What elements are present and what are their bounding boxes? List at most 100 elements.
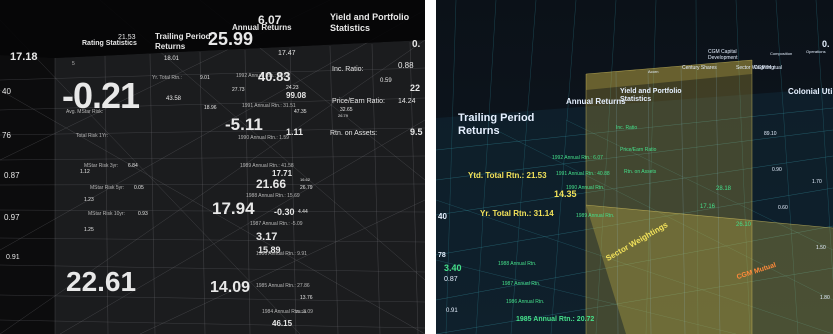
value-1-11: 1.11 [286, 127, 304, 137]
cgm-mutual-heading: CGM Mutual [754, 65, 783, 71]
rtn-assets-row-right: Rtn. on Assets [624, 169, 657, 175]
value-0-59: 0.59 [380, 78, 392, 84]
value-13-76: 13.76 [300, 295, 313, 301]
annual-row-1987: 1987 Annual Rtn.: -5.09 [250, 221, 303, 227]
price-earn-row-right: Price/Earn Ratio [620, 147, 657, 153]
value-0-dot: 0. [412, 39, 421, 50]
acorn-heading: Acorn [648, 69, 659, 74]
value-9-5: 9.5 [410, 127, 423, 137]
right-perspective-grid [436, 0, 833, 334]
operations-heading: Operations [806, 49, 826, 54]
annual-row-1985-right: 1985 Annual Rtn.: 20.72 [516, 316, 595, 323]
annual-row-1989-right: 1989 Annual Rtn. [576, 213, 615, 219]
value-0-90: 0.90 [772, 167, 782, 173]
value-14-24: 14.24 [398, 98, 416, 105]
avg-mstar-risk-label: Avg. MStar Risk: [66, 109, 104, 115]
value-17-18: 17.18 [10, 51, 38, 63]
value-4-44: 4.44 [298, 209, 308, 215]
value-9-01: 9.01 [200, 75, 210, 81]
value-17-94: 17.94 [212, 199, 255, 218]
left-visualization-panel: Rating Statistics Trailing Period Return… [0, 0, 425, 334]
annual-row-1985: 1985 Annual Rtn.: 27.86 [256, 283, 310, 289]
value-22-61: 22.61 [66, 266, 137, 297]
edge-value-3-40: 3.40 [444, 263, 462, 273]
value-24-23: 24.23 [286, 85, 299, 91]
annual-row-1991: 1991 Annual Rtn.: 31.51 [242, 103, 296, 109]
annual-row-1986: 1986 Annual Rtn.: 9.91 [256, 251, 307, 257]
annual-row-1990-right: 1990 Annual Rtn. [566, 185, 605, 191]
ytd-total-rtn-label: Yr. Total Rtn.: [152, 75, 182, 81]
annual-row-1989: 1989 Annual Rtn.: 41.58 [240, 163, 294, 169]
price-earn-label: Price/Earn Ratio: [332, 98, 385, 105]
value-43-58: 43.58 [166, 96, 182, 102]
rating-statistics-heading: Rating Statistics [82, 40, 137, 47]
panel-divider [425, 0, 436, 334]
annual-row-1991-right: 1991 Annual Rtn.: 40.88 [556, 171, 610, 177]
edge-value-40: 40 [2, 87, 11, 96]
value-neg-0-30: -0.30 [274, 207, 295, 217]
cgm-capital-heading: CGM Capital Development [708, 49, 738, 61]
trailing-period-returns-heading-right: Trailing Period Returns [458, 112, 535, 137]
value-27-73: 27.73 [232, 87, 245, 93]
edge-value-0-87-right: 0.87 [444, 276, 458, 283]
value-neg-5-11: -5.11 [225, 115, 263, 134]
inc-ratio-row-right: Inc. Ratio [616, 125, 638, 131]
value-5: 5 [72, 61, 75, 67]
annual-row-1992-right: 1992 Annual Rtn.: 6.07 [552, 155, 603, 161]
value-0-93: 0.93 [138, 211, 148, 217]
annual-returns-heading-right: Annual Returns [566, 97, 626, 106]
value-1-12: 1.12 [80, 169, 90, 175]
edge-value-0-97: 0.97 [4, 213, 20, 222]
value-1-25: 1.25 [84, 227, 94, 233]
edge-value-0-87: 0.87 [4, 171, 20, 180]
left-perspective-grid [0, 0, 425, 334]
value-17-47: 17.47 [278, 50, 296, 57]
annual-row-1986-right: 1986 Annual Rtn. [506, 299, 545, 305]
value-1-23: 1.23 [84, 197, 94, 203]
value-neg-0-21: -0.21 [62, 75, 140, 116]
value-21-53: 21.53 [118, 34, 136, 41]
annual-row-1984: 1984 Annual Rtn.: 3.09 [262, 309, 313, 315]
value-18-01: 18.01 [164, 56, 180, 62]
mstar-risk-5yr-label: MStar Risk 5yr: [90, 185, 125, 191]
value-89-10: 89.10 [764, 131, 777, 137]
value-40-83: 40.83 [258, 69, 291, 84]
annual-row-1990: 1990 Annual Rtn.: 1.59 [238, 135, 289, 141]
trailing-period-returns-heading: Trailing Period Returns [155, 32, 211, 51]
yield-portfolio-heading-right: Yield and Portfolio Statistics [620, 88, 682, 104]
value-0-60: 0.60 [778, 205, 788, 211]
right-visualization-panel: Trailing Period Returns Annual Returns Y… [436, 0, 833, 334]
value-46-15: 46.15 [272, 319, 293, 328]
annual-row-1992: 1992 Annual Rtn.: 26.69 [236, 73, 290, 79]
composition-heading: Composition [770, 51, 793, 56]
value-16-62: 16.62 [300, 177, 311, 182]
value-21-66: 21.66 [256, 177, 287, 191]
edge-value-0-91-right: 0.91 [446, 308, 458, 314]
value-3-17: 3.17 [256, 231, 278, 243]
yield-portfolio-heading: Yield and Portfolio Statistics [330, 12, 410, 33]
value-6-07: 6.07 [258, 13, 282, 27]
value-26-10: 26.10 [736, 222, 752, 228]
edge-value-0-91: 0.91 [6, 254, 20, 261]
value-22: 22 [410, 83, 421, 93]
value-0-88: 0.88 [398, 61, 414, 70]
edge-value-78-right: 78 [438, 252, 446, 259]
value-15-89: 15.89 [258, 245, 281, 255]
century-shares-heading: Century Shares [682, 65, 717, 71]
yr-total-value: 14.35 [554, 189, 577, 199]
annual-row-1987-right: 1987 Annual Rtn. [502, 281, 541, 287]
value-17-16: 17.16 [700, 204, 716, 210]
annual-row-1988-right: 1988 Annual Rtn. [498, 261, 537, 267]
colonial-utility-heading: Colonial Utilit [788, 87, 833, 96]
value-26-79: 26.79 [338, 113, 349, 118]
annual-returns-heading: Annual Returns [232, 23, 292, 32]
value-99-08: 99.08 [286, 91, 307, 100]
inc-ratio-label: Inc. Ratio: [332, 66, 364, 73]
value-0-05: 0.05 [134, 185, 144, 191]
value-6-84: 6.84 [128, 163, 138, 169]
value-1-50: 1.50 [816, 245, 826, 251]
value-28-18: 28.18 [716, 186, 732, 192]
value-32-65: 32.65 [340, 107, 353, 113]
rtn-on-assets-label: Rtn. on Assets: [330, 130, 378, 137]
value-18-96: 18.96 [204, 105, 217, 111]
